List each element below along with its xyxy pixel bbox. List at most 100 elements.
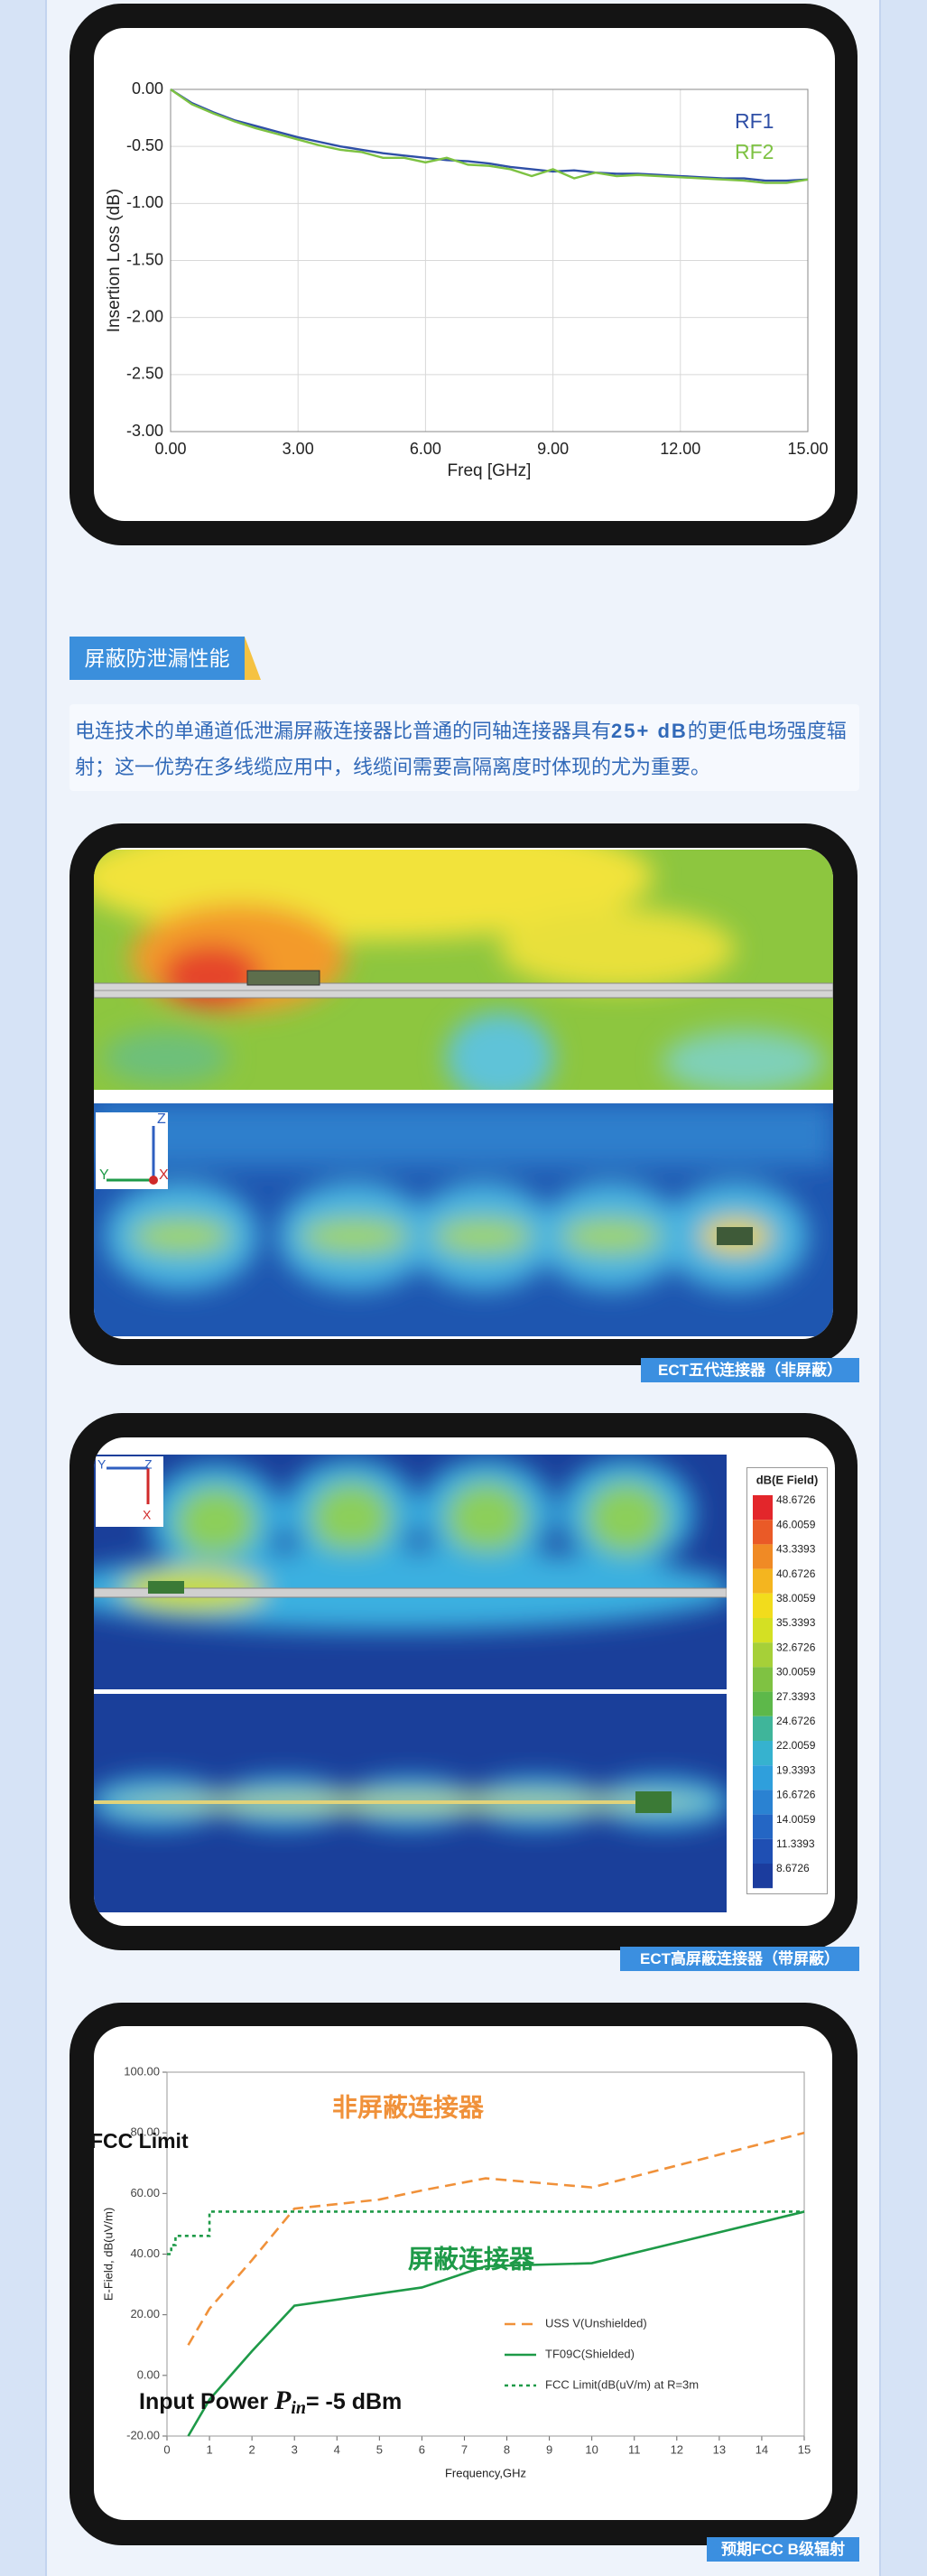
x-tick-label: 7 bbox=[461, 2442, 468, 2456]
colorbar-svg: dB(E Field) 48.6726 46.0059 43.3393 40.6726… bbox=[753, 1473, 819, 1889]
colorbar-swatch bbox=[753, 1642, 773, 1668]
decoration bbox=[246, 970, 320, 986]
colorbar-label: 48.6726 bbox=[776, 1493, 816, 1506]
colorbar-label: 43.3393 bbox=[776, 1543, 816, 1556]
colorbar-label: 19.3393 bbox=[776, 1763, 816, 1776]
colorbar-label: 24.6726 bbox=[776, 1715, 816, 1727]
colorbar-swatch bbox=[753, 1618, 773, 1643]
x-tick-label: 3.00 bbox=[283, 440, 314, 458]
decoration bbox=[446, 1482, 527, 1554]
colorbar-label: 11.3393 bbox=[776, 1837, 815, 1850]
decoration bbox=[94, 1459, 727, 1631]
decoration bbox=[635, 1791, 672, 1813]
y-tick-label: -1.50 bbox=[126, 250, 163, 268]
field-image bbox=[94, 850, 833, 1090]
decoration bbox=[94, 1103, 833, 1290]
decoration bbox=[446, 1012, 554, 1090]
decoration bbox=[148, 1581, 184, 1594]
decoration bbox=[500, 908, 735, 990]
x-tick-label: 4 bbox=[334, 2442, 340, 2456]
colorbar-swatch bbox=[753, 1864, 773, 1889]
colorbar-swatch bbox=[753, 1568, 773, 1594]
x-tick-label: 14 bbox=[756, 2442, 768, 2456]
colorbar-swatch bbox=[753, 1716, 773, 1741]
decoration bbox=[94, 1777, 727, 1827]
y-tick-label: 20.00 bbox=[130, 2307, 160, 2320]
decoration bbox=[717, 1227, 753, 1245]
caption: 预期FCC B级辐射 bbox=[707, 2537, 859, 2562]
series-line bbox=[187, 2210, 805, 2437]
section-mark bbox=[245, 637, 261, 680]
colorbar-label: 27.3393 bbox=[776, 1690, 816, 1703]
legend-label: FCC Limit(dB(uV/m) at R=3m bbox=[545, 2377, 699, 2391]
y-tick-label: 0.00 bbox=[137, 2367, 160, 2381]
series-line bbox=[187, 2131, 805, 2346]
colorbar-label: 16.6726 bbox=[776, 1789, 816, 1801]
paragraph-box: 电连技术的单通道低泄漏屏蔽连接器比普通的同轴连接器具有25+ dB的更低电场强度… bbox=[70, 704, 859, 791]
paragraph: 电连技术的单通道低泄漏屏蔽连接器比普通的同轴连接器具有25+ dB的更低电场强度… bbox=[70, 704, 859, 795]
annotation-part: in bbox=[291, 2398, 306, 2418]
decoration bbox=[311, 1482, 392, 1554]
colorbar-label: 46.0059 bbox=[776, 1518, 816, 1530]
colorbar-title: dB(E Field) bbox=[756, 1473, 819, 1486]
x-tick-label: 10 bbox=[585, 2442, 598, 2456]
screen: Z Y X bbox=[94, 848, 833, 1339]
section-title: 屏蔽防泄漏性能 bbox=[70, 637, 245, 680]
colorbar-swatch bbox=[753, 1691, 773, 1716]
x-tick-label: 9 bbox=[546, 2442, 552, 2456]
annotation: 非屏蔽连接器 bbox=[332, 2093, 485, 2121]
annotation: 屏蔽连接器 bbox=[408, 2245, 535, 2273]
x-tick-label: 6 bbox=[419, 2442, 425, 2456]
y-tick-label: -2.00 bbox=[126, 307, 163, 325]
field-image: Y Z X bbox=[94, 1455, 727, 1689]
colorbar-swatch bbox=[753, 1667, 773, 1692]
colorbar-label: 38.0059 bbox=[776, 1592, 816, 1604]
x-tick-label: 13 bbox=[713, 2442, 726, 2456]
colorbar-label: 40.6726 bbox=[776, 1567, 816, 1580]
colorbar-swatch bbox=[753, 1765, 773, 1790]
decoration bbox=[301, 1218, 409, 1254]
axis-label: X bbox=[159, 1167, 169, 1183]
colorbar-swatch bbox=[753, 1814, 773, 1839]
y-tick-label: 100.00 bbox=[124, 2064, 160, 2078]
series-line bbox=[170, 88, 809, 182]
annotation-part: Input Power bbox=[139, 2389, 274, 2414]
colorbar-label: 14.0059 bbox=[776, 1813, 816, 1826]
x-tick-label: 2 bbox=[249, 2442, 255, 2456]
screen: 0.00 -0.50 -1.00 -1.50 -2.00 -2.50 -3.00 0.00 3.… bbox=[94, 28, 835, 521]
annotation: FCC Limit bbox=[94, 2129, 189, 2153]
series-line bbox=[167, 2210, 804, 2255]
axis-label: Z bbox=[144, 1457, 153, 1472]
legend-label: RF1 bbox=[735, 109, 774, 133]
axis-label: X bbox=[143, 1508, 152, 1522]
screen: -20.00 0.00 20.00 40.00 60.00 80.00 100.00 0 1 2 3… bbox=[94, 2026, 832, 2520]
annotation-part: P bbox=[273, 2385, 292, 2415]
y-tick-label: -2.50 bbox=[126, 365, 163, 383]
y-tick-label: 80.00 bbox=[130, 2125, 160, 2139]
colorbar-label: 35.3393 bbox=[776, 1616, 816, 1629]
decoration bbox=[175, 1486, 256, 1558]
y-tick-label: -3.00 bbox=[126, 422, 163, 440]
field-image bbox=[94, 1694, 727, 1912]
colorbar-label: 22.0059 bbox=[776, 1739, 816, 1752]
x-axis-label: Freq [GHz] bbox=[448, 461, 532, 480]
x-tick-label: 6.00 bbox=[410, 440, 441, 458]
y-tick-label: 40.00 bbox=[130, 2246, 160, 2260]
decoration bbox=[132, 1218, 231, 1254]
x-tick-label: 1 bbox=[206, 2442, 212, 2456]
colorbar-swatch bbox=[753, 1741, 773, 1766]
axis-label: Y bbox=[99, 1167, 109, 1183]
decoration bbox=[94, 1587, 727, 1598]
plot-frame bbox=[170, 88, 809, 432]
colorbar-swatch bbox=[753, 1838, 773, 1864]
colorbar: dB(E Field) 48.6726 46.0059 43.3393 40.6726… bbox=[746, 1467, 828, 1894]
field-image: Z Y X bbox=[94, 1103, 833, 1336]
colorbar-label: 32.6726 bbox=[776, 1641, 816, 1653]
decoration bbox=[561, 1218, 661, 1254]
colorbar-label: 8.6726 bbox=[776, 1862, 810, 1874]
y-axis-label: E-Field, dB(uV/m) bbox=[101, 2208, 115, 2301]
decoration bbox=[149, 1176, 158, 1185]
decoration bbox=[433, 1218, 533, 1254]
